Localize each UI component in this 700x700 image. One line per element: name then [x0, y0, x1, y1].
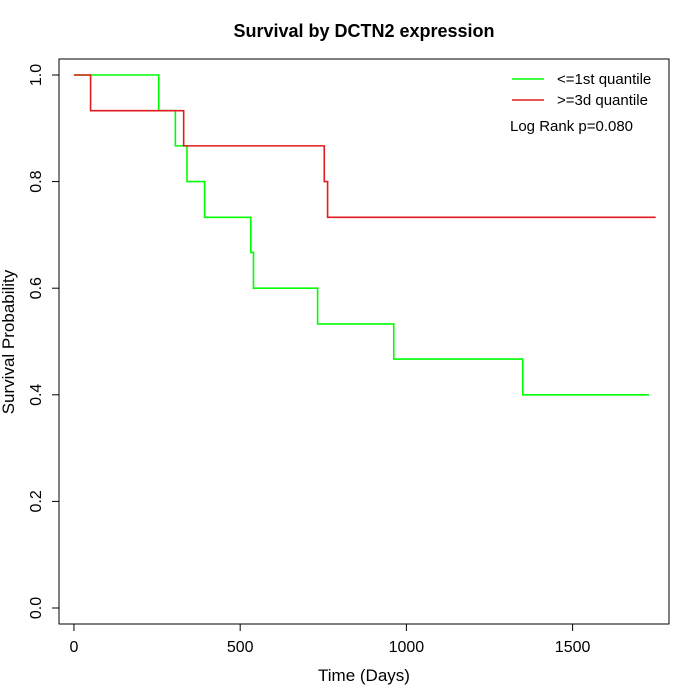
y-tick-label: 0.8	[28, 170, 45, 192]
log-rank-annotation: Log Rank p=0.080	[510, 118, 633, 135]
x-tick-label: 0	[70, 639, 79, 656]
y-tick-label: 0.2	[28, 490, 45, 512]
survival-curve-series-1	[73, 74, 650, 396]
y-tick-label: 0.4	[28, 384, 45, 406]
x-tick-label: 1500	[555, 639, 591, 656]
x-tick-label: 1000	[389, 639, 425, 656]
survival-curves	[73, 74, 656, 396]
y-tick-label: 1.0	[28, 64, 45, 86]
y-tick-label: 0.0	[28, 597, 45, 619]
legend-label: >=3d quantile	[557, 92, 648, 109]
x-axis: 0 500 1000 1500	[70, 623, 591, 656]
x-tick-label: 500	[227, 639, 254, 656]
survival-curve-series-2	[73, 74, 656, 219]
y-tick-label: 0.6	[28, 277, 45, 299]
y-axis-label: Survival Probability	[0, 269, 18, 414]
legend: <=1st quantile >=3d quantile	[512, 71, 651, 109]
x-axis-label: Time (Days)	[318, 666, 410, 685]
legend-label: <=1st quantile	[557, 71, 651, 88]
chart-title: Survival by DCTN2 expression	[233, 21, 494, 41]
y-axis: 0.0 0.2 0.4 0.6 0.8 1.0	[28, 64, 60, 619]
plot-frame	[58, 58, 670, 625]
